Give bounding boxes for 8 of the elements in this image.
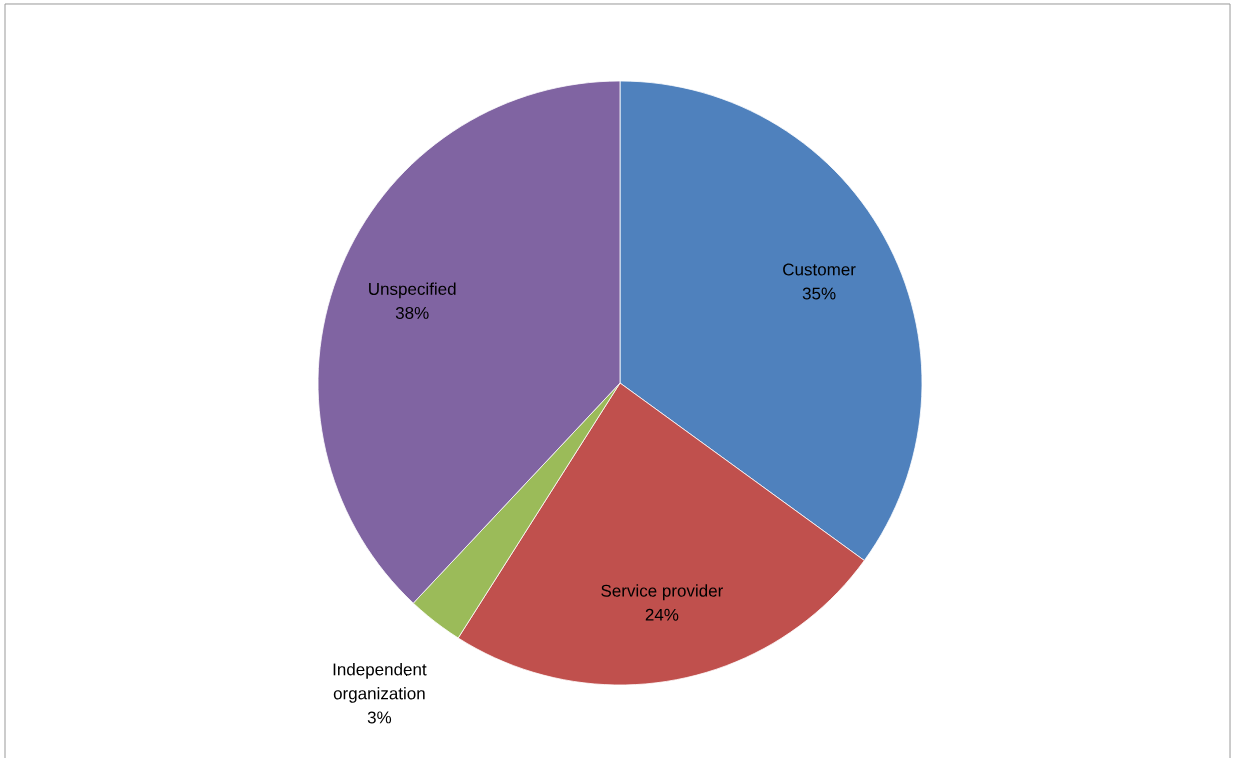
data-label: 3% — [367, 711, 392, 724]
data-label: 38% — [395, 306, 429, 319]
slice-label: Service provider — [601, 584, 723, 600]
data-label: 35% — [802, 287, 836, 300]
slice-label: Customer — [783, 263, 856, 276]
data-label: 24% — [645, 608, 679, 621]
slice-label: Unspecified — [369, 282, 456, 299]
slice-label: Independent organization — [333, 662, 427, 703]
